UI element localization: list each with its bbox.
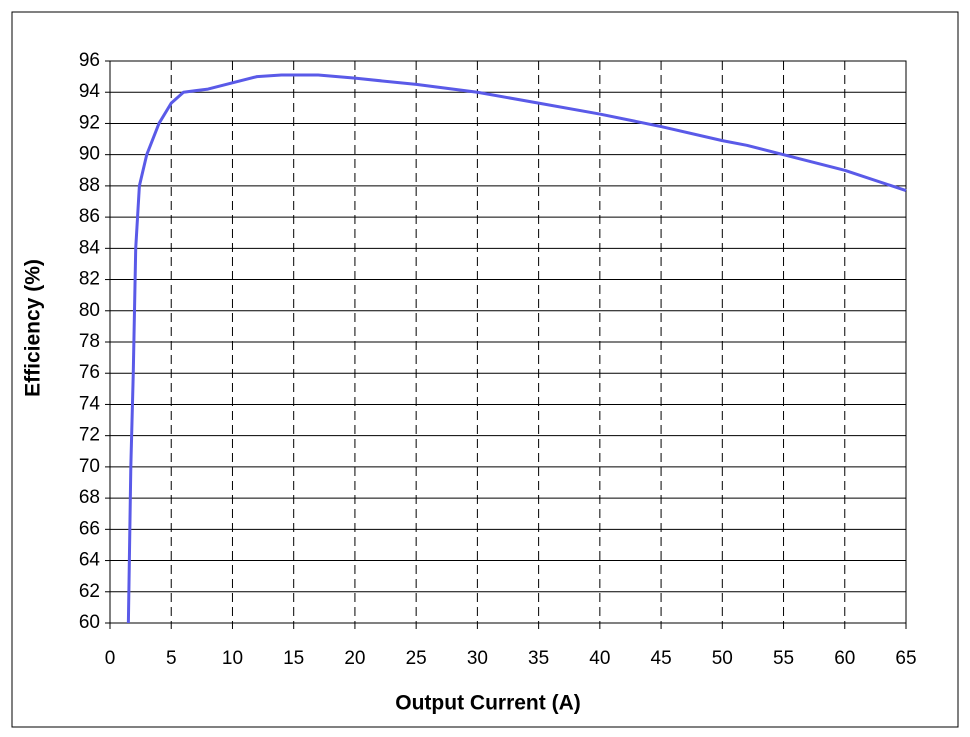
y-axis-title: Efficiency (%) [22, 259, 45, 397]
y-tick-label: 70 [79, 456, 100, 477]
x-tick-label: 0 [105, 648, 116, 669]
x-tick-label: 55 [773, 648, 794, 669]
y-tick-label: 84 [79, 237, 101, 258]
y-tick-label: 64 [79, 550, 101, 571]
x-tick-label: 35 [528, 648, 549, 669]
y-tick-label: 96 [79, 50, 100, 71]
x-tick-label: 15 [283, 648, 304, 669]
y-tick-label: 80 [79, 300, 100, 321]
y-tick-label: 86 [79, 206, 100, 227]
y-tick-label: 88 [79, 175, 100, 196]
y-tick-label: 94 [79, 81, 101, 102]
x-tick-label: 25 [406, 648, 427, 669]
y-tick-label: 92 [79, 112, 100, 133]
y-tick-label: 90 [79, 144, 100, 165]
y-tick-label: 66 [79, 518, 100, 539]
y-tick-label: 76 [79, 362, 100, 383]
x-tick-label: 50 [712, 648, 733, 669]
x-tick-label: 65 [895, 648, 916, 669]
y-tick-label: 78 [79, 331, 100, 352]
y-tick-label: 74 [79, 393, 101, 414]
x-tick-label: 20 [344, 648, 365, 669]
data-line [126, 73, 907, 624]
y-tick-label: 72 [79, 425, 100, 446]
y-tick-label: 82 [79, 269, 100, 290]
x-tick-label: 60 [834, 648, 855, 669]
x-tick-label: 30 [467, 648, 488, 669]
x-tick-label: 10 [222, 648, 243, 669]
x-tick-label: 40 [589, 648, 610, 669]
x-tick-label: 5 [166, 648, 177, 669]
x-tick-label: 45 [651, 648, 672, 669]
y-tick-label: 60 [79, 612, 100, 633]
y-tick-label: 68 [79, 487, 100, 508]
y-tick-label: 62 [79, 581, 100, 602]
x-axis-title: Output Current (A) [395, 692, 580, 715]
plot-frame [109, 60, 907, 624]
